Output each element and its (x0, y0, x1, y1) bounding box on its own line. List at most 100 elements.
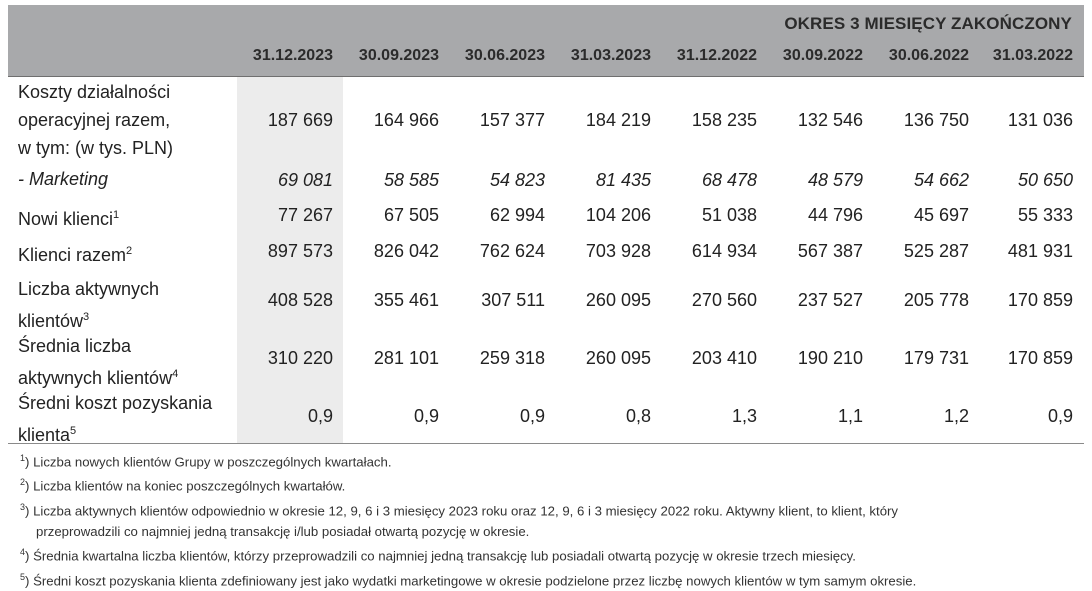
cell-value: 525 287 (903, 241, 969, 261)
row-label-line: klientów3 (18, 303, 159, 335)
header-divider (8, 76, 1084, 77)
cell-value: 259 318 (479, 348, 545, 368)
cell-value: 281 101 (373, 348, 439, 368)
cell-value: 164 966 (373, 110, 439, 130)
row-label-line: Liczba aktywnych (18, 279, 160, 299)
cell-value: 237 527 (797, 290, 863, 310)
cell-value: 170 859 (1007, 290, 1073, 310)
footnote: 5) Średni koszt pozyskania klienta zdefi… (20, 567, 1080, 591)
cell-value: 187 669 (267, 110, 333, 130)
row-label-line: klienta5 (18, 417, 212, 449)
cell-value: 68 478 (701, 170, 757, 190)
cell-value: 104 206 (585, 205, 651, 225)
row-label: - Marketing (18, 169, 109, 189)
date-header: 31.12.2022 (676, 47, 757, 64)
table-body: Koszty działalności operacyjnej razem, w… (8, 77, 1084, 445)
cell-value: 55 333 (1017, 205, 1073, 225)
cell-value: 77 267 (277, 205, 333, 225)
date-header: 31.03.2023 (570, 47, 651, 64)
cell-value: 270 560 (691, 290, 757, 310)
row-label-text: aktywnych klientów (18, 368, 173, 388)
cell-value: 51 038 (701, 205, 757, 225)
table-header: OKRES 3 MIESIĘCY ZAKOŃCZONY 31.12.2023 3… (8, 5, 1084, 77)
row-label-text: Nowi klienci (18, 209, 114, 229)
cell-value: 67 505 (383, 205, 439, 225)
cell-value: 0,8 (625, 406, 651, 426)
header-dates: 31.12.2023 30.09.2023 30.06.2023 31.03.2… (8, 47, 1084, 73)
cell-value: 1,3 (731, 406, 757, 426)
cell-value: 131 036 (1007, 110, 1073, 130)
table-row: Klienci razem2 897 573 826 042 762 624 7… (8, 237, 1084, 269)
footnote-mark: 4 (20, 547, 26, 558)
row-label: Średni koszt pozyskania klienta5 (18, 389, 212, 449)
table-row: Liczba aktywnych klientów3 408 528 355 4… (8, 275, 1084, 333)
row-label: Średnia liczba aktywnych klientów4 (18, 332, 178, 392)
date-header: 31.03.2022 (992, 47, 1073, 64)
table-row: Koszty działalności operacyjnej razem, w… (8, 77, 1084, 163)
footnote-mark: 1 (20, 453, 26, 463)
footnote-continuation: przeprowadzili co najmniej jedną transak… (36, 524, 530, 540)
date-header: 31.12.2023 (252, 47, 333, 64)
cell-value: 54 662 (913, 170, 969, 190)
row-label: Koszty działalności operacyjnej razem, w… (18, 78, 173, 162)
cell-value: 408 528 (267, 290, 333, 310)
date-header: 30.06.2022 (888, 47, 969, 64)
cell-value: 136 750 (903, 110, 969, 130)
footnote-mark: 3 (20, 501, 26, 512)
cell-value: 170 859 (1007, 348, 1073, 368)
footnote-text: ) Średni koszt pozyskania klienta zdefin… (25, 572, 917, 588)
cell-value: 45 697 (913, 205, 969, 225)
footnote-ref: 1 (113, 209, 120, 221)
row-label: Liczba aktywnych klientów3 (18, 275, 159, 335)
cell-value: 260 095 (585, 290, 651, 310)
highlight-column (237, 77, 343, 444)
cell-value: 0,9 (519, 406, 545, 426)
row-label-text: Klienci razem (18, 245, 127, 265)
cell-value: 190 210 (797, 348, 863, 368)
cell-value: 132 546 (797, 110, 863, 130)
footnote-text: ) Liczba nowych klientów Grupy w poszcze… (25, 454, 392, 470)
cell-value: 355 461 (373, 290, 439, 310)
footnote-text: ) Średnia kwartalna liczba klientów, któ… (25, 548, 856, 564)
cell-value: 0,9 (1047, 406, 1073, 426)
cell-value: 62 994 (489, 205, 545, 225)
cell-value: 481 931 (1007, 241, 1073, 261)
cell-value: 205 778 (903, 290, 969, 310)
cell-value: 184 219 (585, 110, 651, 130)
footnote-text: ) Liczba aktywnych klientów odpowiednio … (25, 503, 899, 519)
cell-value: 1,2 (943, 406, 969, 426)
footnote-ref: 5 (70, 425, 77, 437)
footnote-mark: 5 (20, 571, 26, 582)
row-label-line: Średni koszt pozyskania (18, 393, 213, 413)
cell-value: 826 042 (373, 241, 439, 261)
cell-value: 0,9 (413, 406, 439, 426)
footnote: 1) Liczba nowych klientów Grupy w poszcz… (20, 448, 1080, 472)
table-bottom-divider (8, 443, 1084, 444)
row-label-text: klientów (18, 311, 84, 331)
row-label-line: Koszty działalności (18, 82, 171, 102)
table-row: Średnia liczba aktywnych klientów4 310 2… (8, 332, 1084, 390)
date-header: 30.09.2022 (782, 47, 863, 64)
cell-value: 157 377 (479, 110, 545, 130)
cell-value: 81 435 (595, 170, 651, 190)
cell-value: 0,9 (307, 406, 333, 426)
cell-value: 703 928 (585, 241, 651, 261)
row-label-line: Średnia liczba (18, 336, 132, 356)
cell-value: 310 220 (267, 348, 333, 368)
cell-value: 44 796 (807, 205, 863, 225)
date-header: 30.09.2023 (358, 47, 439, 64)
row-label: Klienci razem2 (18, 237, 132, 269)
footnote-ref: 4 (172, 368, 179, 380)
footnote-ref: 3 (83, 311, 90, 323)
footnotes: 1) Liczba nowych klientów Grupy w poszcz… (20, 448, 1080, 591)
period-title: OKRES 3 MIESIĘCY ZAKOŃCZONY (784, 14, 1072, 33)
cell-value: 307 511 (481, 290, 545, 310)
cell-value: 158 235 (691, 110, 757, 130)
row-label-line: w tym: (w tys. PLN) (18, 138, 174, 158)
financial-table: OKRES 3 MIESIĘCY ZAKOŃCZONY 31.12.2023 3… (8, 5, 1084, 445)
footnote-mark: 2 (20, 477, 26, 488)
footnote: 2) Liczba klientów na koniec poszczególn… (20, 472, 1080, 496)
footnote: 3) Liczba aktywnych klientów odpowiednio… (20, 497, 1080, 542)
cell-value: 69 081 (277, 170, 333, 190)
cell-value: 762 624 (479, 241, 545, 261)
